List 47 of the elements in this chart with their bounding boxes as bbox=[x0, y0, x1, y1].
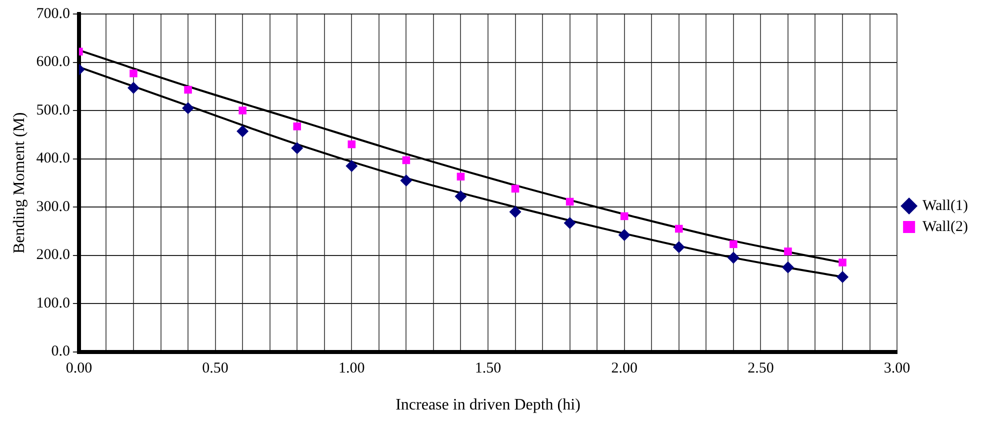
point bbox=[782, 261, 794, 274]
point bbox=[293, 122, 301, 130]
x-tick-label: 2.00 bbox=[611, 360, 638, 377]
point bbox=[675, 224, 683, 233]
point bbox=[400, 174, 412, 186]
y-tick-label: 200.0 bbox=[36, 247, 70, 264]
point bbox=[784, 248, 792, 256]
x-tick-label: 0.50 bbox=[202, 360, 228, 377]
x-tick-label: 3.00 bbox=[884, 360, 910, 377]
point bbox=[238, 106, 246, 114]
point bbox=[672, 241, 685, 254]
point bbox=[454, 190, 467, 202]
point bbox=[566, 198, 574, 206]
y-tick-label: 400.0 bbox=[36, 150, 70, 167]
legend-label: Wall(1) bbox=[922, 198, 968, 214]
point bbox=[182, 102, 194, 114]
point bbox=[618, 229, 630, 242]
point bbox=[236, 125, 249, 138]
y-axis-title: Bending Moment (M) bbox=[10, 112, 28, 254]
x-tick-label: 0.00 bbox=[66, 360, 92, 377]
point bbox=[348, 140, 356, 148]
y-tick-label: 0.0 bbox=[51, 344, 70, 360]
y-tick-label: 100.0 bbox=[36, 295, 70, 312]
point bbox=[184, 86, 192, 94]
point bbox=[456, 172, 465, 181]
point bbox=[727, 252, 740, 264]
legend-label: Wall(2) bbox=[922, 218, 968, 235]
point bbox=[346, 160, 358, 172]
y-tick-label: 600.0 bbox=[36, 54, 70, 70]
x-axis-title: Increase in driven Depth (hi) bbox=[396, 396, 580, 414]
point bbox=[564, 216, 576, 229]
point bbox=[838, 258, 846, 266]
y-tick-label: 500.0 bbox=[36, 102, 70, 118]
point bbox=[130, 69, 138, 78]
point bbox=[291, 142, 304, 154]
point bbox=[620, 212, 628, 220]
x-tick-label: 1.00 bbox=[338, 360, 365, 377]
y-tick-label: 300.0 bbox=[36, 198, 70, 215]
point bbox=[402, 156, 410, 164]
x-tick-label: 1.50 bbox=[474, 360, 502, 377]
y-tick-label: 700.0 bbox=[36, 6, 70, 22]
point bbox=[127, 82, 140, 94]
x-tick-label: 2.50 bbox=[748, 360, 774, 377]
point bbox=[836, 271, 849, 283]
point bbox=[511, 184, 520, 193]
point bbox=[509, 206, 522, 218]
point bbox=[730, 240, 738, 248]
